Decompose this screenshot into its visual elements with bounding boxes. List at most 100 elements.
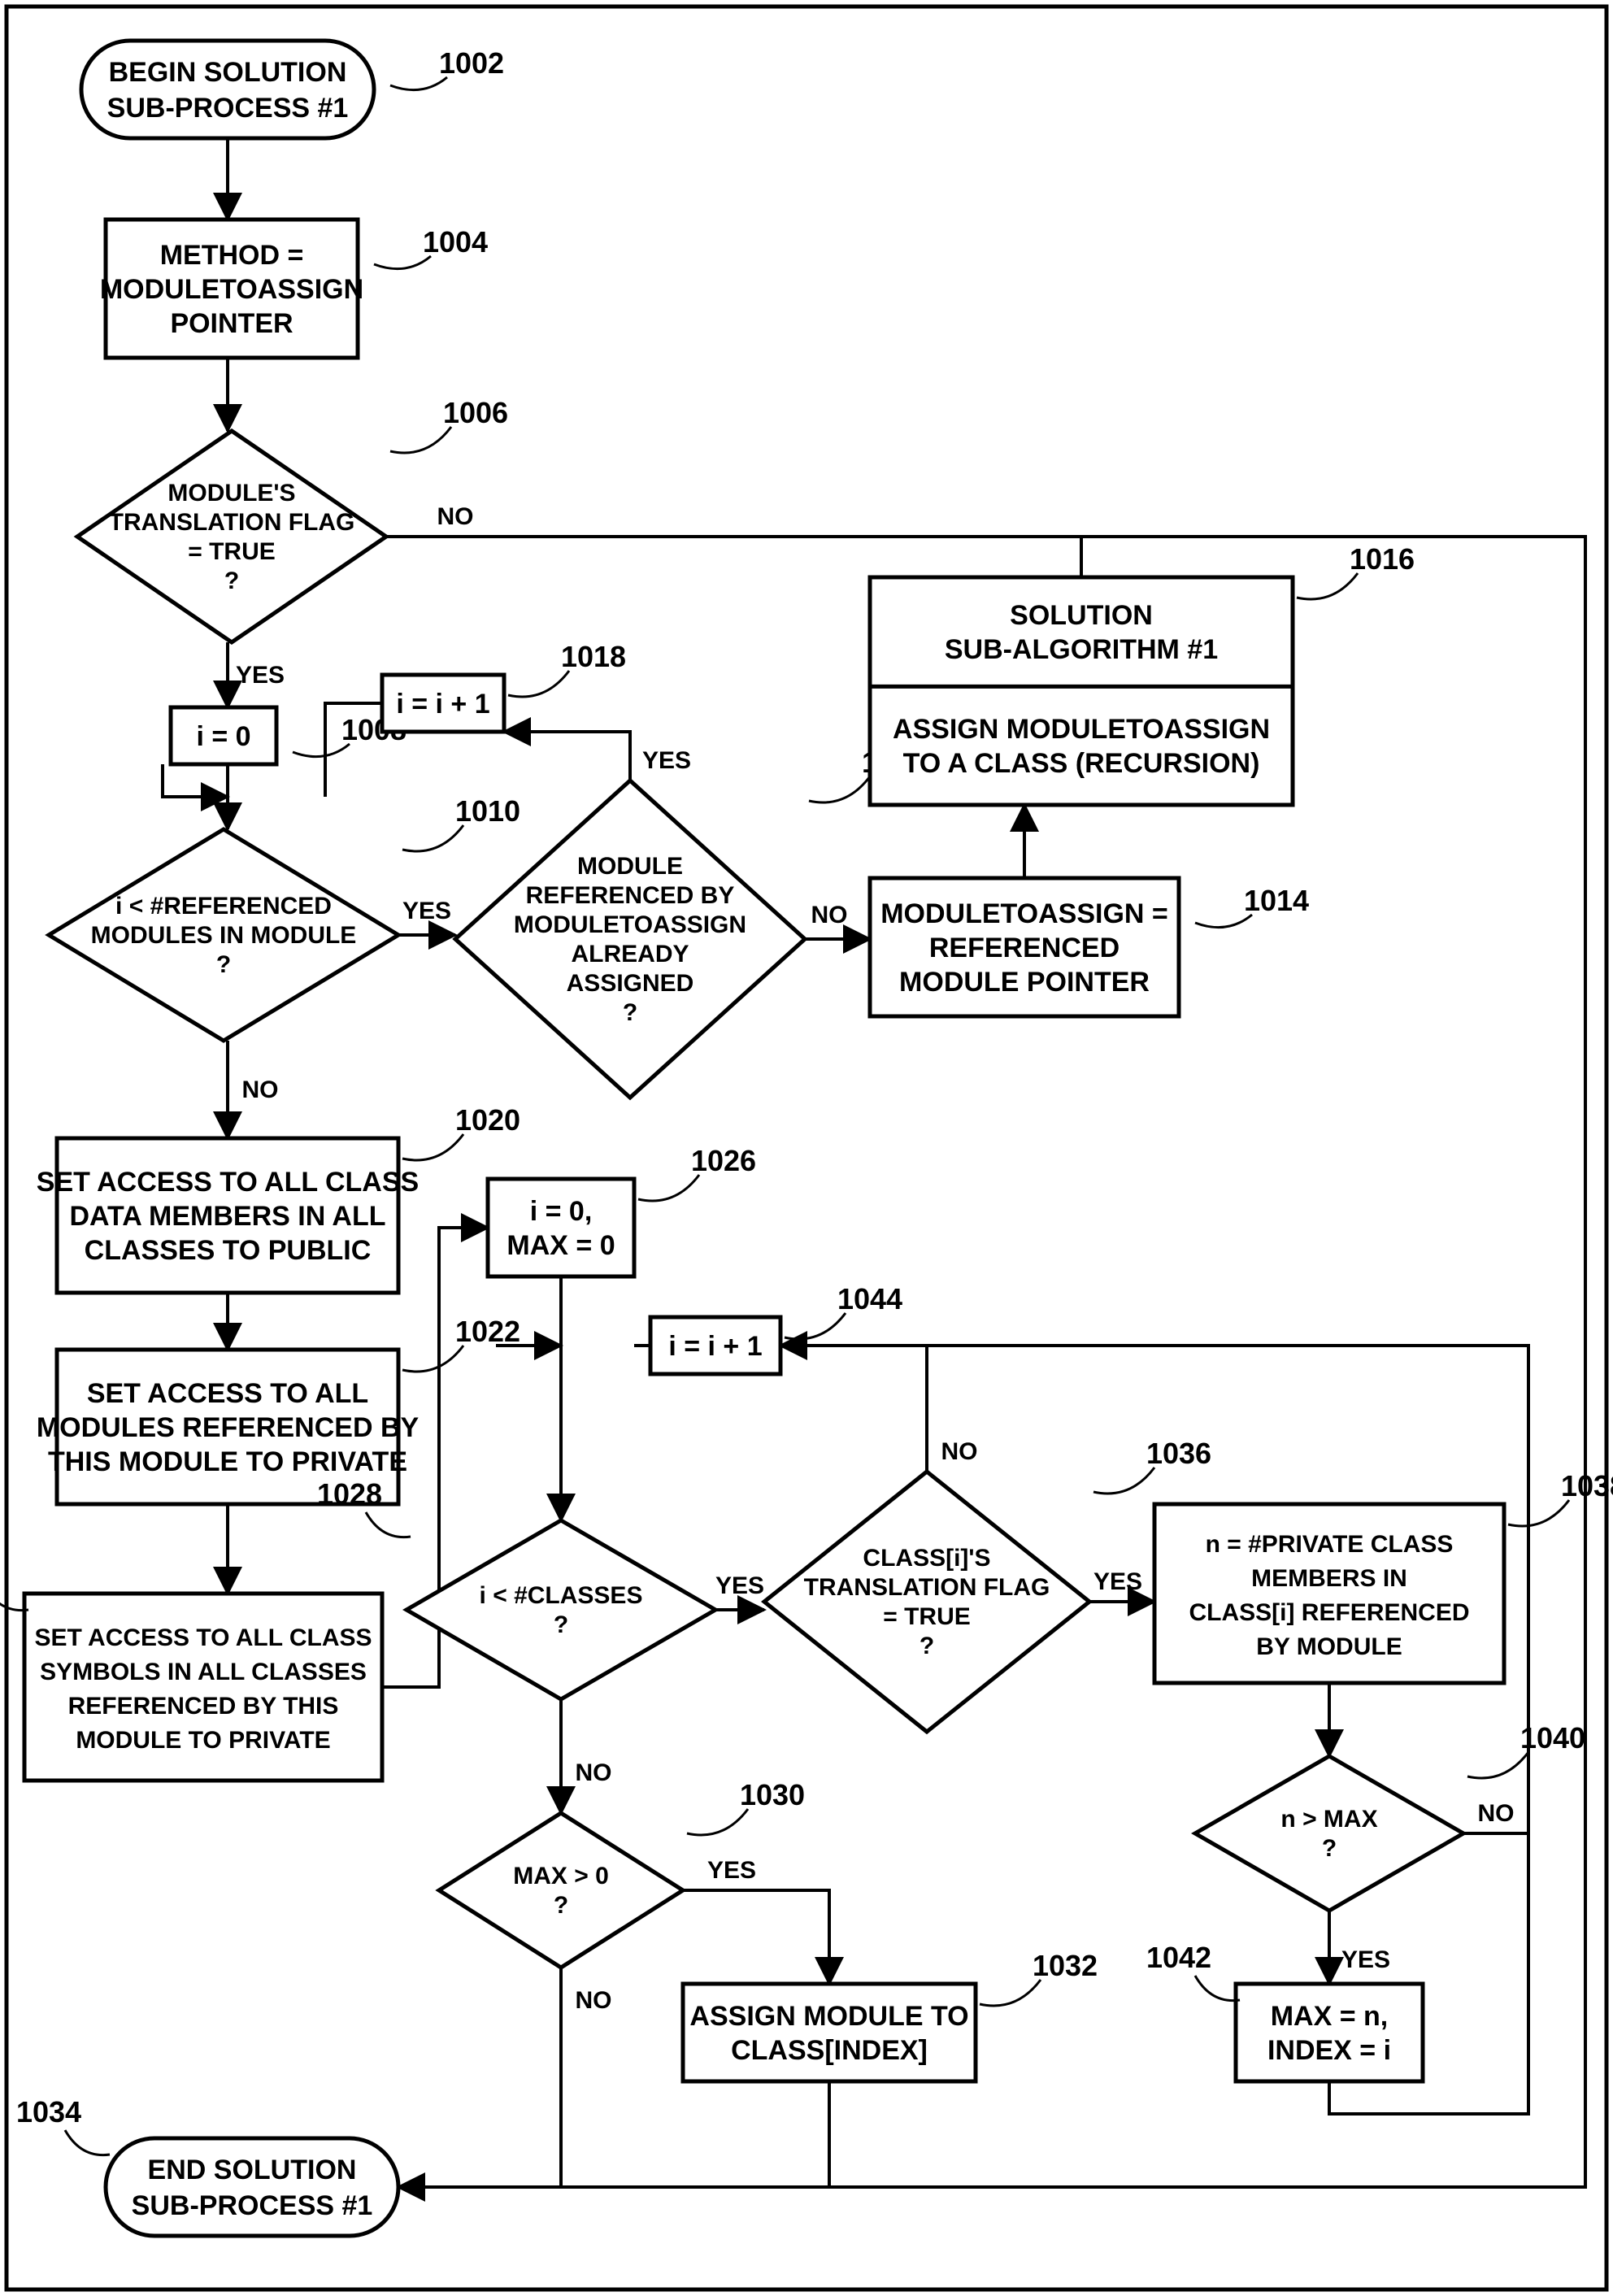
edge-label: NO — [576, 1759, 612, 1786]
svg-text:INDEX = i: INDEX = i — [1267, 2035, 1391, 2066]
svg-text:?: ? — [216, 951, 231, 978]
ref-label: 1010 — [455, 794, 520, 828]
svg-text:SET ACCESS TO ALL: SET ACCESS TO ALL — [87, 1378, 368, 1409]
svg-text:?: ? — [554, 1611, 568, 1638]
svg-text:i = 0: i = 0 — [196, 721, 250, 752]
node-n1012: MODULEREFERENCED BYMODULETOASSIGN ALREADY… — [455, 746, 927, 1098]
svg-text:CLASS[INDEX]: CLASS[INDEX] — [731, 2035, 928, 2066]
svg-text:SYMBOLS IN ALL CLASSES: SYMBOLS IN ALL CLASSES — [40, 1659, 367, 1685]
edge-label: YES — [707, 1857, 756, 1884]
edge-label: YES — [715, 1572, 764, 1599]
svg-text:TO A CLASS (RECURSION): TO A CLASS (RECURSION) — [903, 748, 1260, 779]
ref-label: 1030 — [740, 1778, 805, 1811]
svg-text:?: ? — [554, 1892, 568, 1919]
svg-text:MAX = 0: MAX = 0 — [507, 1230, 615, 1261]
svg-text:i < #REFERENCED: i < #REFERENCED — [115, 893, 332, 920]
svg-text:SOLUTION: SOLUTION — [1010, 600, 1153, 631]
ref-label: 1028 — [317, 1477, 382, 1511]
svg-text:MODULE'S: MODULE'S — [167, 480, 295, 507]
svg-text:REFERENCED BY: REFERENCED BY — [526, 882, 735, 909]
ref-label: 1044 — [837, 1282, 902, 1315]
edge — [683, 1890, 829, 1984]
svg-text:METHOD =: METHOD = — [160, 240, 304, 271]
node-n1022: SET ACCESS TO ALLMODULES REFERENCED BYTH… — [37, 1315, 520, 1504]
svg-text:?: ? — [224, 567, 239, 594]
ref-label: 1018 — [561, 640, 626, 673]
ref-label: 1040 — [1520, 1721, 1585, 1755]
edge-label: YES — [642, 747, 691, 774]
svg-text:REFERENCED BY THIS: REFERENCED BY THIS — [68, 1693, 339, 1720]
ref-label: 1016 — [1350, 542, 1415, 576]
edge-label: YES — [236, 662, 285, 689]
node-n1032: ASSIGN MODULE TOCLASS[INDEX]1032 — [683, 1949, 1098, 2081]
svg-text:MODULE POINTER: MODULE POINTER — [899, 967, 1150, 998]
edge-label: NO — [242, 1076, 279, 1103]
svg-text:i = i + 1: i = i + 1 — [668, 1331, 762, 1362]
node-n1002: BEGIN SOLUTION SUB-PROCESS #1 1002 — [81, 41, 504, 138]
svg-text:MODULES REFERENCED BY: MODULES REFERENCED BY — [37, 1412, 420, 1443]
svg-text:n = #PRIVATE CLASS: n = #PRIVATE CLASS — [1206, 1531, 1454, 1558]
svg-text:ALREADY: ALREADY — [571, 941, 689, 968]
edge-label: NO — [811, 902, 848, 928]
edge — [780, 1346, 927, 1472]
svg-text:i < #CLASSES: i < #CLASSES — [480, 1582, 643, 1609]
ref-label: 1042 — [1146, 1941, 1211, 1974]
svg-text:TRANSLATION FLAG: TRANSLATION FLAG — [804, 1574, 1050, 1601]
node-n1014: MODULETOASSIGN =REFERENCEDMODULE POINTER… — [870, 878, 1309, 1016]
svg-text:?: ? — [1322, 1835, 1337, 1862]
svg-text:DATA MEMBERS IN ALL: DATA MEMBERS IN ALL — [69, 1201, 385, 1232]
svg-text:SUB-PROCESS #1: SUB-PROCESS #1 — [132, 2190, 373, 2221]
node-n1018: i = i + 11018 — [382, 640, 626, 732]
node-n1004: METHOD =MODULETOASSIGNPOINTER 1004 — [100, 220, 488, 358]
svg-text:MODULETOASSIGN: MODULETOASSIGN — [100, 274, 363, 305]
svg-text:= TRUE: = TRUE — [188, 538, 276, 565]
svg-text:MODULE TO PRIVATE: MODULE TO PRIVATE — [76, 1727, 330, 1754]
node-n1036: CLASS[i]'STRANSLATION FLAG= TRUE?1036 — [764, 1437, 1211, 1732]
svg-text:MAX > 0: MAX > 0 — [513, 1863, 609, 1889]
svg-text:n > MAX: n > MAX — [1280, 1806, 1377, 1833]
svg-text:MODULES IN MODULE: MODULES IN MODULE — [91, 922, 357, 949]
edge-label: YES — [1341, 1946, 1390, 1973]
ref-label: 1004 — [423, 225, 488, 259]
node-n1026: i = 0,MAX = 0 1026 — [488, 1144, 756, 1276]
svg-text:MODULETOASSIGN: MODULETOASSIGN — [514, 911, 746, 938]
svg-text:CLASSES TO PUBLIC: CLASSES TO PUBLIC — [85, 1235, 372, 1266]
svg-text:= TRUE: = TRUE — [883, 1603, 971, 1630]
flowchart-canvas: YESNOYESYESNONOYESYESNOYESNONOYESNO BEGI… — [0, 0, 1613, 2296]
ref-label: 1006 — [443, 396, 508, 429]
svg-text:MODULE: MODULE — [577, 853, 683, 880]
svg-text:MEMBERS IN: MEMBERS IN — [1251, 1565, 1407, 1592]
ref-label: 1002 — [439, 46, 504, 80]
edge-label: NO — [437, 503, 474, 530]
svg-text:SUB-PROCESS #1: SUB-PROCESS #1 — [107, 93, 349, 124]
ref-label: 1014 — [1244, 884, 1309, 917]
svg-text:MODULETOASSIGN =: MODULETOASSIGN = — [880, 898, 1168, 929]
node-n1008: i = 01008 — [171, 707, 407, 764]
ref-label: 1026 — [691, 1144, 756, 1177]
edge — [504, 732, 630, 781]
svg-text:POINTER: POINTER — [170, 308, 293, 339]
svg-text:i = 0,: i = 0, — [530, 1196, 593, 1227]
svg-text:CLASS[i] REFERENCED: CLASS[i] REFERENCED — [1189, 1599, 1469, 1626]
node-n1034: END SOLUTIONSUB-PROCESS #11034 — [16, 2095, 398, 2236]
svg-text:BEGIN SOLUTION: BEGIN SOLUTION — [109, 57, 347, 88]
svg-text:SET ACCESS TO ALL CLASS: SET ACCESS TO ALL CLASS — [37, 1167, 419, 1198]
edge-label: NO — [576, 1987, 612, 2014]
ref-label: 1034 — [16, 2095, 81, 2129]
svg-text:THIS MODULE TO PRIVATE: THIS MODULE TO PRIVATE — [48, 1446, 407, 1477]
svg-text:TRANSLATION FLAG: TRANSLATION FLAG — [109, 509, 355, 536]
svg-text:ASSIGN MODULETOASSIGN: ASSIGN MODULETOASSIGN — [893, 714, 1270, 745]
node-n1020: SET ACCESS TO ALL CLASSDATA MEMBERS IN A… — [37, 1103, 520, 1293]
svg-text:MAX = n,: MAX = n, — [1271, 2001, 1389, 2032]
svg-text:CLASS[i]'S: CLASS[i]'S — [863, 1545, 990, 1572]
edge — [163, 764, 228, 797]
edge-label: NO — [1478, 1800, 1515, 1827]
node-n1038: n = #PRIVATE CLASS MEMBERS IN CLASS[i] REF… — [1154, 1469, 1613, 1683]
edge-label: NO — [941, 1438, 978, 1465]
ref-label: 1032 — [1033, 1949, 1098, 1982]
node-n1024: SET ACCESS TO ALL CLASSSYMBOLS IN ALL CL… — [0, 1550, 382, 1781]
nodes-layer: BEGIN SOLUTION SUB-PROCESS #1 1002 METHOD =… — [0, 41, 1613, 2236]
ref-label: 1036 — [1146, 1437, 1211, 1470]
ref-label: 1022 — [455, 1315, 520, 1348]
node-n1044: i = i + 1 1044 — [650, 1282, 902, 1374]
